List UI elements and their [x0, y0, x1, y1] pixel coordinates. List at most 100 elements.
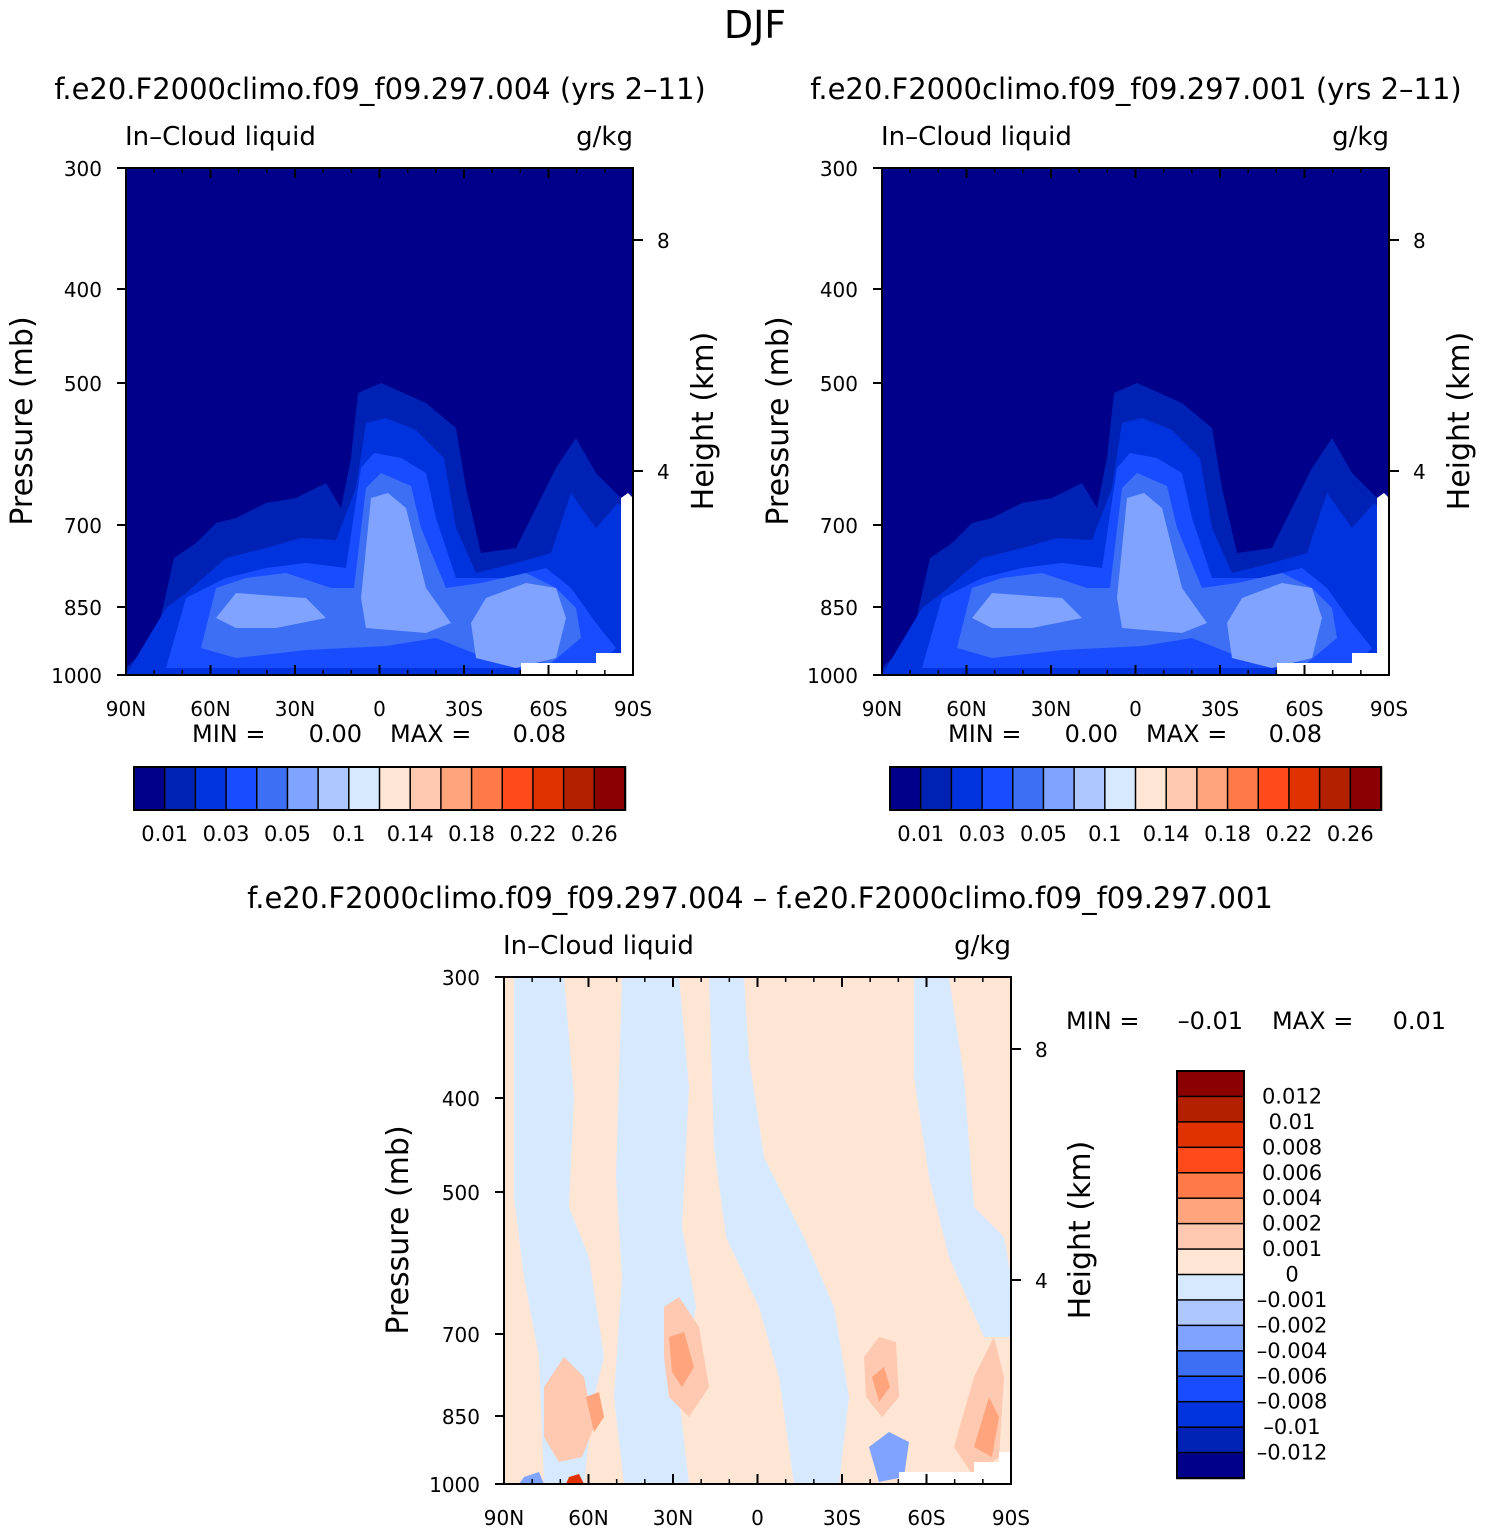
colorbar-box: [1176, 1451, 1245, 1480]
panel-2-left-label: In–Cloud liquid: [881, 122, 1072, 152]
panel-diff-max-value: 0.01: [1393, 1007, 1446, 1035]
colorbar-box: [1176, 1375, 1245, 1403]
panel-2-max-value: 0.08: [1269, 720, 1322, 748]
panel-1-contour-field: [126, 168, 633, 675]
y-tick-label: 400: [820, 278, 858, 302]
colorbar-label: 0.03: [959, 822, 1006, 846]
colorbar-box: [593, 766, 627, 811]
x-tick-label: 30N: [275, 697, 315, 721]
negative-band-3: [709, 977, 849, 1484]
colorbar-box: [1176, 1248, 1245, 1276]
panel-diff-colorbar: 0.0120.010.0080.0060.0040.0020.0010–0.00…: [1176, 1070, 1328, 1480]
colorbar-label: 0.01: [1269, 1110, 1316, 1134]
x-tick-label: 90N: [862, 697, 902, 721]
colorbar-label: 0.18: [448, 822, 495, 846]
colorbar-label: 0.1: [332, 822, 365, 846]
positive-core-4b: [974, 1397, 999, 1457]
y-tick-label: 850: [820, 596, 858, 620]
colorbar-box: [1176, 1095, 1245, 1124]
x-tick-label: 60N: [568, 1506, 608, 1530]
colorbar-box: [133, 766, 166, 811]
colorbar-box: [1176, 1400, 1245, 1429]
panel-2-min-value: 0.00: [1065, 720, 1118, 748]
colorbar-label: 0.26: [571, 822, 618, 846]
colorbar-label: 0: [1285, 1263, 1298, 1287]
colorbar-box: [950, 766, 984, 811]
colorbar-label: 0.006: [1262, 1161, 1322, 1185]
negative-core-1: [869, 1432, 909, 1482]
y-tick-label: 1000: [807, 664, 858, 688]
panel-diff-units: g/kg: [954, 931, 1011, 961]
panel-2-y2-axis-title: Height (km): [1442, 332, 1477, 511]
panel-1-left-label: In–Cloud liquid: [125, 122, 316, 152]
colorbar-box: [1012, 766, 1045, 811]
y2-tick-label: 8: [1413, 229, 1426, 253]
y-tick-label: 1000: [51, 664, 102, 688]
panel-1-min-label: MIN =: [192, 720, 265, 748]
panel-2-colorbar: 0.01 0.03 0.05 0.1 0.14 0.18 0.22 0.26: [889, 766, 1383, 846]
colorbar-label: 0.002: [1262, 1212, 1322, 1236]
y-tick-label: 850: [64, 596, 102, 620]
colorbar-box: [1196, 766, 1229, 811]
y-tick-label: 300: [442, 966, 480, 990]
positive-core-1b: [669, 1332, 694, 1387]
panel-1-title: f.e20.F2000climo.f09_f09.297.004 (yrs 2–…: [54, 72, 706, 106]
y2-tick-label: 8: [657, 229, 670, 253]
negative-band-1: [514, 977, 604, 1484]
colorbar-label: 0.001: [1262, 1237, 1322, 1261]
panel-2-units: g/kg: [1332, 122, 1389, 152]
missing-data-region: [1277, 493, 1389, 675]
colorbar-label: 0.14: [1143, 822, 1190, 846]
panel-1-y-axis-title: Pressure (mb): [5, 316, 40, 525]
y2-tick-label: 4: [1413, 460, 1426, 484]
colorbar-box: [1318, 766, 1352, 811]
colorbar-label: 0.22: [510, 822, 557, 846]
colorbar-label: –0.006: [1257, 1364, 1328, 1388]
x-tick-label: 60S: [529, 697, 567, 721]
colorbar-box: [919, 766, 953, 811]
x-tick-label: 60N: [190, 697, 230, 721]
y-tick-label: 1000: [429, 1473, 480, 1497]
panel-1-units: g/kg: [576, 122, 633, 152]
panel-2-y-axis-title: Pressure (mb): [761, 316, 796, 525]
colorbar-box: [256, 766, 289, 811]
panel-1-axes: 90N 60N 30N 0 30S 60S 90S 300 400 500 700 850 1000 8 4: [51, 157, 670, 721]
y-tick-label: 400: [442, 1087, 480, 1111]
colorbar-label: 0.01: [897, 822, 944, 846]
panel-1-min-value: 0.00: [309, 720, 362, 748]
colorbar-box: [1176, 1299, 1245, 1327]
colorbar-box: [562, 766, 596, 811]
panel-2-axes: 90N 60N 30N 0 30S 60S 90S 300 400 500 700 850 1000 8 4: [807, 157, 1426, 721]
colorbar-label: 0.14: [387, 822, 434, 846]
panel-diff-axes: 90N 60N 30N 0 30S 60S 90S 300 400 500 700 850 1000 8 4: [429, 966, 1048, 1530]
panel-diff-y2-axis-title: Height (km): [1063, 1141, 1098, 1320]
colorbar-box: [501, 766, 535, 811]
colorbar-label: 0.26: [1327, 822, 1374, 846]
panel-2-contour-field: [882, 168, 1389, 675]
colorbar-label: –0.01: [1263, 1415, 1320, 1439]
colorbar-box: [532, 766, 565, 811]
y-tick-label: 500: [820, 372, 858, 396]
colorbar-box: [225, 766, 258, 811]
figure-title: DJF: [724, 3, 786, 47]
colorbar-box: [409, 766, 443, 811]
x-tick-label: 90S: [614, 697, 652, 721]
colorbar-label: –0.001: [1257, 1288, 1328, 1312]
x-tick-label: 0: [751, 1506, 764, 1530]
y-tick-label: 700: [64, 514, 102, 538]
colorbar-box: [1176, 1350, 1245, 1378]
colorbar-box: [378, 766, 412, 811]
colorbar-box: [317, 766, 351, 811]
x-tick-label: 0: [1129, 697, 1142, 721]
x-tick-label: 60N: [946, 697, 986, 721]
colorbar-frame: [1176, 1070, 1245, 1479]
panel-1-y2-axis-title: Height (km): [686, 332, 721, 511]
y2-tick-label: 8: [1035, 1038, 1048, 1062]
colorbar-box: [1073, 766, 1107, 811]
x-tick-label: 60S: [907, 1506, 945, 1530]
colorbar-label: 0.05: [264, 822, 311, 846]
y2-tick-label: 4: [1035, 1269, 1048, 1293]
panel-1-max-value: 0.08: [513, 720, 566, 748]
negative-core-2: [519, 1472, 544, 1484]
